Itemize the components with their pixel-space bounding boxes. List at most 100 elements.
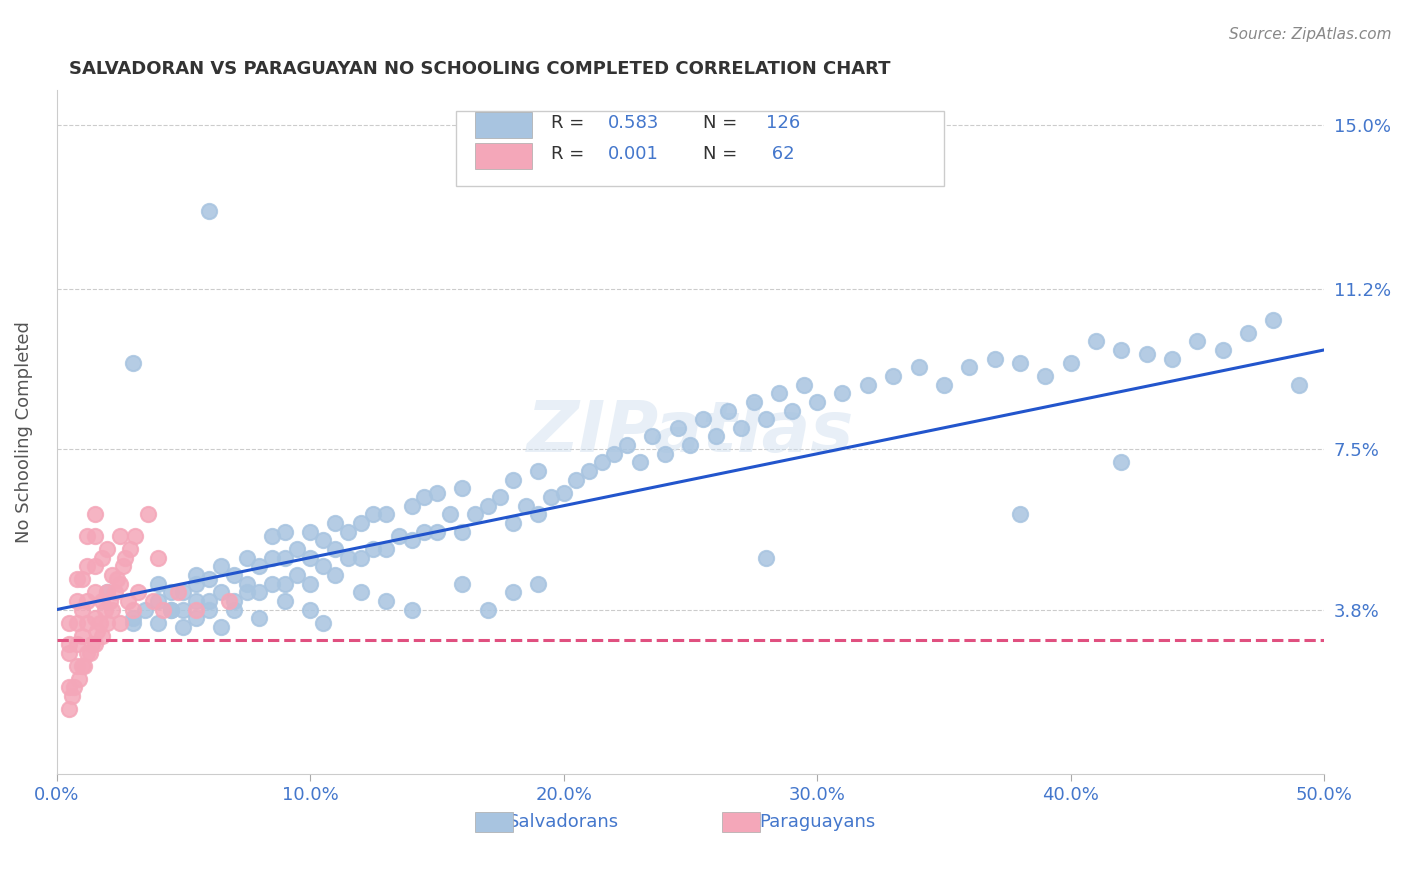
Point — [957, 360, 980, 375]
Point — [299, 602, 322, 616]
Point — [96, 585, 118, 599]
Point — [793, 377, 815, 392]
Point — [350, 516, 373, 530]
Point — [363, 541, 385, 556]
Point — [79, 646, 101, 660]
Point — [76, 559, 98, 574]
Point — [312, 533, 335, 548]
Text: Paraguayans: Paraguayans — [759, 813, 876, 830]
Point — [489, 490, 512, 504]
Point — [274, 594, 297, 608]
Point — [755, 550, 778, 565]
Point — [96, 615, 118, 630]
Point — [159, 585, 181, 599]
Point — [1059, 356, 1081, 370]
Point — [209, 559, 232, 574]
Point — [527, 508, 550, 522]
Point — [98, 594, 121, 608]
Point — [502, 473, 524, 487]
Point — [134, 602, 156, 616]
Point — [101, 568, 124, 582]
Point — [86, 624, 108, 639]
Point — [578, 464, 600, 478]
Text: 126: 126 — [766, 114, 800, 132]
Point — [114, 550, 136, 565]
Point — [375, 594, 398, 608]
Point — [107, 572, 129, 586]
Point — [121, 356, 143, 370]
Point — [451, 524, 474, 539]
Point — [58, 681, 80, 695]
Point — [439, 508, 461, 522]
Point — [350, 585, 373, 599]
Point — [76, 594, 98, 608]
Point — [363, 508, 385, 522]
Y-axis label: No Schooling Completed: No Schooling Completed — [15, 321, 32, 543]
Point — [515, 499, 537, 513]
Point — [464, 508, 486, 522]
Point — [262, 550, 284, 565]
Point — [641, 429, 664, 443]
Point — [70, 572, 93, 586]
Point — [375, 541, 398, 556]
Point — [388, 529, 411, 543]
Point — [136, 508, 159, 522]
Point — [287, 568, 309, 582]
Point — [172, 585, 194, 599]
Point — [451, 482, 474, 496]
FancyBboxPatch shape — [475, 812, 513, 832]
Text: Source: ZipAtlas.com: Source: ZipAtlas.com — [1229, 27, 1392, 42]
Point — [1008, 508, 1031, 522]
Point — [299, 524, 322, 539]
Point — [274, 576, 297, 591]
Point — [104, 585, 127, 599]
Point — [172, 620, 194, 634]
Point — [312, 559, 335, 574]
Point — [616, 438, 638, 452]
Text: R =: R = — [551, 114, 591, 132]
Point — [167, 585, 190, 599]
Text: N =: N = — [703, 145, 742, 163]
Point — [591, 455, 613, 469]
Point — [882, 368, 904, 383]
Point — [704, 429, 727, 443]
Point — [262, 576, 284, 591]
Point — [477, 602, 499, 616]
Point — [540, 490, 562, 504]
Point — [58, 615, 80, 630]
Point — [235, 585, 257, 599]
Point — [197, 594, 219, 608]
Point — [983, 351, 1005, 366]
Point — [299, 550, 322, 565]
Point — [1288, 377, 1310, 392]
Point — [1237, 326, 1260, 340]
Text: 0.583: 0.583 — [607, 114, 659, 132]
Point — [730, 421, 752, 435]
Point — [83, 611, 105, 625]
Point — [83, 637, 105, 651]
Point — [127, 585, 149, 599]
Point — [603, 447, 626, 461]
Point — [527, 464, 550, 478]
Point — [401, 602, 423, 616]
Text: 62: 62 — [766, 145, 794, 163]
Point — [82, 637, 104, 651]
Point — [679, 438, 702, 452]
Point — [287, 541, 309, 556]
Point — [768, 386, 790, 401]
Point — [274, 550, 297, 565]
Point — [70, 658, 93, 673]
Point — [124, 529, 146, 543]
Point — [1033, 368, 1056, 383]
Point — [1008, 356, 1031, 370]
Point — [235, 550, 257, 565]
Point — [1161, 351, 1184, 366]
Point — [197, 602, 219, 616]
Text: ZIPatlas: ZIPatlas — [527, 398, 853, 467]
Point — [1136, 347, 1159, 361]
Point — [83, 585, 105, 599]
Point — [96, 541, 118, 556]
Point — [146, 576, 169, 591]
Point — [159, 602, 181, 616]
Point — [401, 533, 423, 548]
